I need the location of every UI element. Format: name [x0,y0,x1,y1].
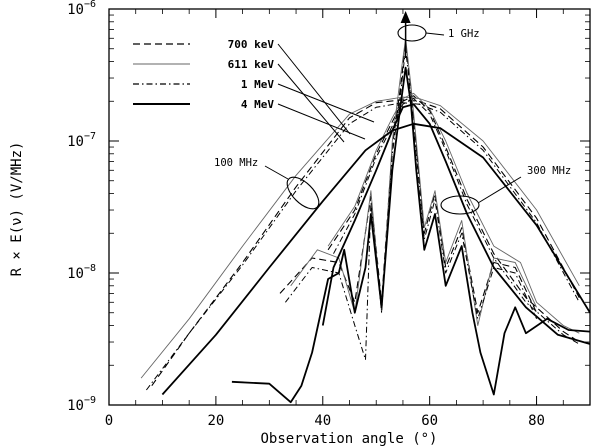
legend-label: 700 keV [228,38,275,51]
series-line-1-0 [140,96,580,379]
annotation-leader [264,165,289,180]
series-line-0-0 [151,99,580,387]
series-line-2-0 [146,102,580,391]
x-tick-label: 60 [421,413,438,429]
y-tick-exponent: −6 [84,0,96,10]
legend-pointer [277,83,375,123]
y-tick-label: 10−7 [67,131,96,150]
annotation-2: 300 MHz [440,165,571,215]
y-tick-label: 10−6 [67,0,96,18]
y-axis-title: R × E(ν) (V/MHz) [9,142,25,277]
annotation-ellipse [440,195,480,215]
series-line-1-1 [327,92,580,334]
annotation-ellipse [397,24,427,42]
series-line-3-2 [231,66,591,404]
legend-label: 1 MeV [241,78,274,91]
plot-frame [108,8,591,406]
legend-label: 611 keV [228,58,275,71]
legend: 700 keV 611 keV 1 MeV 4 MeV [133,38,375,143]
series-4-mev [161,66,591,404]
series-layer [140,37,591,404]
y-tick-exponent: −9 [84,395,96,406]
y-tick-exponent: −8 [84,263,96,274]
annotation-ellipse [286,176,320,210]
peak-arrow [400,11,411,58]
legend-pointer [277,63,345,143]
peak-arrow-head [400,11,411,23]
legend-item-611-kev: 611 keV [133,58,345,143]
x-tick-label: 80 [528,413,545,429]
y-tick-base: 10 [67,266,84,282]
x-tick-label: 20 [207,413,224,429]
x-axis-title: Observation angle (°) [260,431,437,447]
annotation-label: 100 MHz [214,157,258,169]
legend-pointer [277,43,351,135]
y-tick-label: 10−8 [67,263,96,282]
legend-label: 4 MeV [241,98,274,111]
annotation-leader [425,32,445,36]
annotation-0: 1 GHz [397,24,480,42]
series-line-0-1 [327,95,580,343]
annotation-leader [477,176,522,204]
y-tick-exponent: −7 [84,131,96,142]
legend-item-700-kev: 700 keV [133,38,351,135]
y-tick-label: 10−9 [67,395,96,414]
x-tick-label: 40 [314,413,331,429]
annotation-1: 100 MHz [214,157,320,210]
series-line-3-1 [321,103,591,345]
series-1-mev [146,48,580,391]
annotation-label: 1 GHz [448,28,480,40]
legend-pointer [277,103,366,140]
annotation-label: 300 MHz [527,165,571,177]
legend-item-1-mev: 1 MeV [133,78,375,123]
x-tick-label: 0 [105,413,113,429]
legend-item-4-mev: 4 MeV [133,98,366,140]
annotation-layer: 1 GHz 100 MHz 300 MHz [214,11,571,215]
series-line-2-2 [285,48,538,361]
y-tick-base: 10 [67,134,84,150]
y-tick-base: 10 [67,398,84,414]
y-tick-base: 10 [67,2,84,18]
